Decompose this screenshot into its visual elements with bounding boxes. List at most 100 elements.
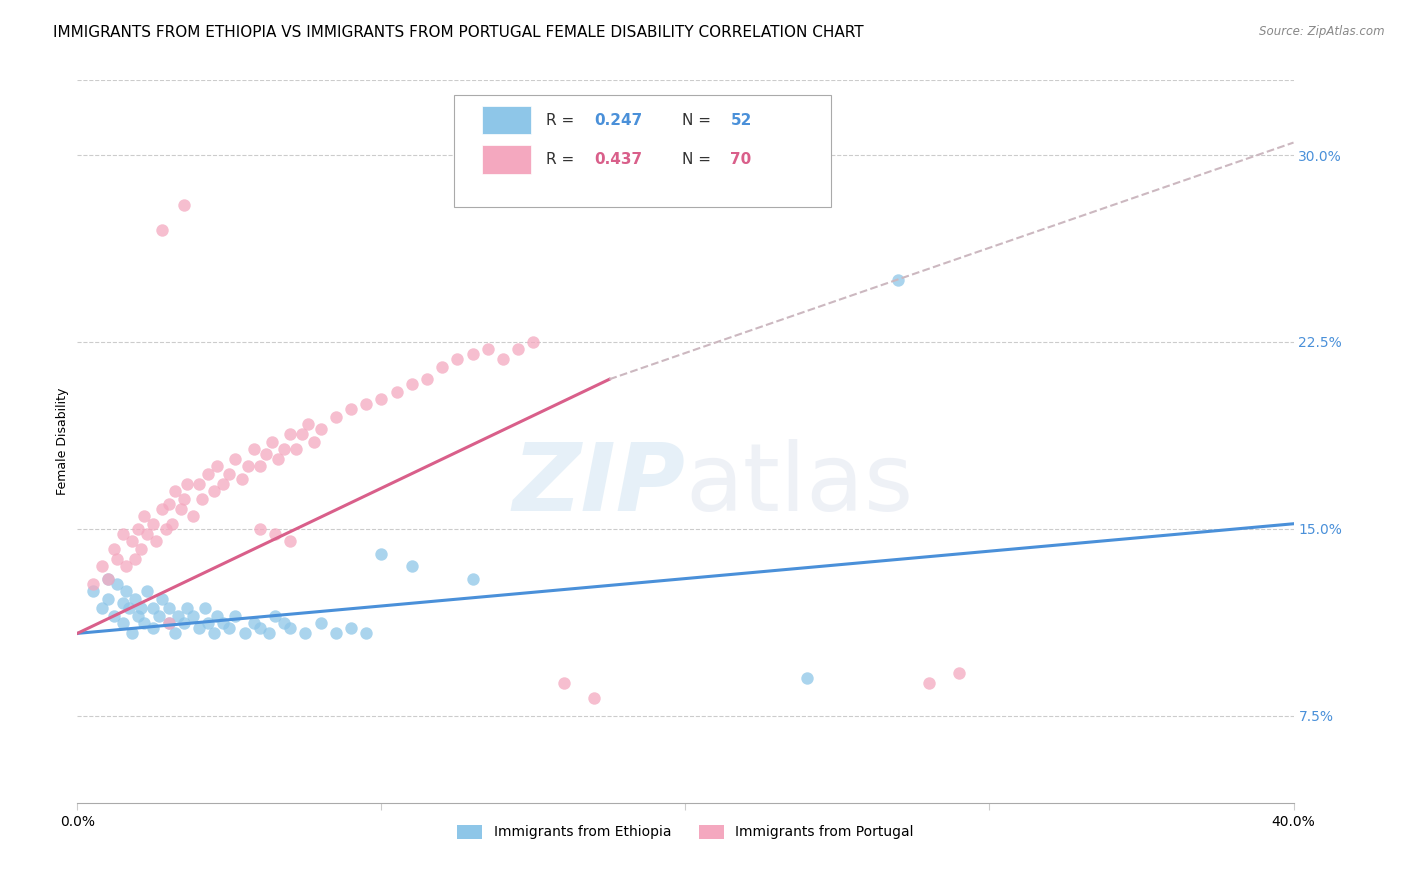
Point <box>90 559 112 574</box>
Point <box>461 572 484 586</box>
Point <box>142 621 165 635</box>
Point <box>118 601 141 615</box>
Point <box>370 392 392 407</box>
Point <box>97 572 120 586</box>
Text: N =: N = <box>682 112 716 128</box>
FancyBboxPatch shape <box>482 145 531 174</box>
Point <box>127 522 149 536</box>
Point <box>173 616 195 631</box>
Point <box>297 417 319 431</box>
Point <box>340 402 363 417</box>
Point <box>291 427 314 442</box>
Point <box>105 576 128 591</box>
Point <box>212 616 235 631</box>
Point <box>354 626 377 640</box>
Legend: Immigrants from Ethiopia, Immigrants from Portugal: Immigrants from Ethiopia, Immigrants fro… <box>450 818 921 847</box>
Point <box>583 691 606 706</box>
Point <box>155 522 177 536</box>
Point <box>205 459 228 474</box>
Point <box>370 547 392 561</box>
Point <box>176 601 198 615</box>
Point <box>948 666 970 681</box>
Point <box>111 526 134 541</box>
Point <box>304 434 326 449</box>
Point <box>340 621 363 635</box>
Point <box>142 601 165 615</box>
Point <box>264 526 287 541</box>
Point <box>278 427 301 442</box>
Point <box>157 497 180 511</box>
Point <box>224 609 246 624</box>
Point <box>202 626 225 640</box>
Point <box>294 626 316 640</box>
Point <box>231 472 253 486</box>
Point <box>152 591 174 606</box>
Point <box>430 359 453 374</box>
Point <box>163 484 186 499</box>
Point <box>90 601 112 615</box>
Point <box>278 534 301 549</box>
Point <box>416 372 439 386</box>
Y-axis label: Female Disability: Female Disability <box>56 388 69 495</box>
Point <box>173 491 195 506</box>
Point <box>477 343 499 357</box>
Point <box>124 551 146 566</box>
Point <box>97 591 120 606</box>
Text: ZIP: ZIP <box>513 439 686 531</box>
Point <box>129 601 152 615</box>
Point <box>325 626 347 640</box>
Point <box>157 616 180 631</box>
Point <box>267 452 290 467</box>
Point <box>181 609 204 624</box>
Point <box>273 616 295 631</box>
Point <box>242 616 264 631</box>
Point <box>181 509 204 524</box>
Text: atlas: atlas <box>686 439 914 531</box>
Point <box>157 616 180 631</box>
Point <box>188 621 211 635</box>
Point <box>194 601 217 615</box>
Point <box>121 534 143 549</box>
Point <box>124 591 146 606</box>
Point <box>127 609 149 624</box>
Point <box>257 626 280 640</box>
Point <box>111 597 134 611</box>
Point <box>309 616 332 631</box>
Text: 0.437: 0.437 <box>595 153 643 168</box>
Point <box>197 467 219 481</box>
Point <box>202 484 225 499</box>
Point <box>136 526 159 541</box>
Point <box>249 459 271 474</box>
Text: R =: R = <box>546 112 579 128</box>
Point <box>197 616 219 631</box>
FancyBboxPatch shape <box>454 95 831 207</box>
Text: 52: 52 <box>731 112 752 128</box>
Point <box>887 272 910 286</box>
Point <box>166 609 188 624</box>
Point <box>205 609 228 624</box>
Point <box>508 343 530 357</box>
Point <box>82 584 104 599</box>
Point <box>278 621 301 635</box>
Point <box>115 584 138 599</box>
Point <box>188 476 211 491</box>
Point <box>152 501 174 516</box>
Text: N =: N = <box>682 153 716 168</box>
Point <box>249 522 271 536</box>
Point <box>309 422 332 436</box>
Text: R =: R = <box>546 153 579 168</box>
Text: 0.247: 0.247 <box>595 112 643 128</box>
Text: Source: ZipAtlas.com: Source: ZipAtlas.com <box>1260 25 1385 38</box>
Point <box>264 609 287 624</box>
Point <box>152 223 174 237</box>
Point <box>103 609 125 624</box>
Point <box>163 626 186 640</box>
FancyBboxPatch shape <box>482 105 531 135</box>
Point <box>273 442 295 456</box>
Point <box>176 476 198 491</box>
Point <box>212 476 235 491</box>
Point <box>145 534 167 549</box>
Point <box>224 452 246 467</box>
Point <box>522 334 544 349</box>
Point <box>242 442 264 456</box>
